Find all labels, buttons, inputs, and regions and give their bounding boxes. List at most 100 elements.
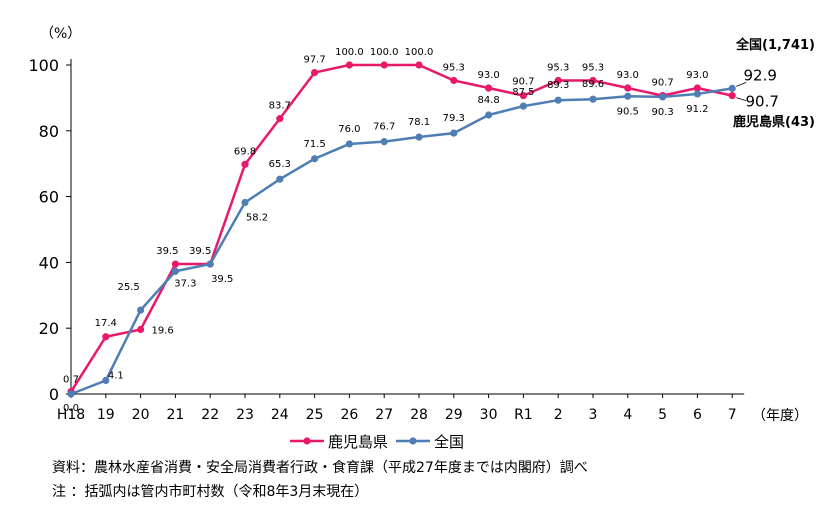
data-point-kagoshima	[311, 68, 319, 77]
x-tick-label: 4	[623, 407, 632, 423]
legend-entry: 鹿児島県	[328, 433, 388, 451]
y-tick-label: 0	[49, 385, 59, 404]
x-tick-label: 7	[728, 407, 737, 423]
data-point-kagoshima	[345, 61, 353, 69]
data-label-national: 78.1	[408, 117, 430, 128]
x-unit-label: （年度）	[752, 408, 808, 424]
x-tick-label: 28	[410, 407, 428, 423]
data-point-kagoshima	[171, 260, 179, 268]
data-label-kagoshima: 100.0	[405, 47, 434, 58]
data-point-national	[485, 111, 493, 119]
leader-line	[736, 97, 747, 101]
y-unit-label: （%）	[40, 26, 81, 42]
data-point-kagoshima	[728, 91, 736, 100]
data-point-national	[659, 93, 667, 101]
data-label-national: 87.5	[512, 87, 534, 98]
data-label-national: 84.8	[477, 95, 499, 106]
data-point-national	[415, 133, 423, 141]
data-labels: 0.7 17.4 19.6 39.5 39.5 69.8 83.7 97.7 100.0 100.…	[63, 47, 779, 414]
data-point-kagoshima	[276, 115, 284, 123]
data-label-national: 92.9	[743, 66, 776, 84]
x-tick-label: 6	[693, 407, 702, 423]
data-point-kagoshima	[450, 76, 458, 85]
data-point-national	[380, 138, 388, 146]
y-tick-label: 80	[39, 122, 59, 141]
data-point-kagoshima	[519, 91, 528, 100]
data-label-national: 71.5	[303, 139, 325, 150]
data-label-kagoshima: 17.4	[95, 318, 117, 329]
data-point-national	[171, 267, 179, 275]
data-point-kagoshima	[624, 84, 632, 92]
x-tick-label: 26	[340, 407, 358, 423]
data-label-national: 4.1	[108, 371, 124, 382]
x-tick-label: 2	[554, 407, 563, 423]
data-label-kagoshima: 90.7	[512, 77, 534, 88]
data-label-kagoshima: 95.3	[547, 62, 569, 73]
data-label-kagoshima: 90.7	[745, 93, 778, 111]
y-tick-label: 20	[39, 319, 59, 338]
data-point-national	[728, 84, 736, 92]
x-tick-label: 27	[375, 407, 393, 423]
x-tick-label: R1	[514, 407, 533, 423]
data-label-national: 90.5	[617, 106, 639, 117]
data-label-kagoshima: 100.0	[370, 47, 399, 58]
data-label-national: 90.3	[651, 107, 673, 118]
data-point-national	[137, 306, 145, 314]
data-point-national	[693, 90, 702, 98]
x-tick-label: 29	[445, 407, 463, 423]
legend-swatch-marker	[409, 437, 417, 445]
data-label-national: 58.2	[246, 213, 268, 224]
data-point-kagoshima	[485, 84, 493, 92]
data-point-national	[311, 155, 319, 163]
data-label-national: 79.3	[443, 113, 465, 124]
data-point-national	[276, 175, 284, 183]
data-point-kagoshima	[415, 61, 423, 69]
footnote: 注 ：括弧内は管内市町村数（令和8年3月末現在）	[52, 484, 369, 500]
x-tick-label: 5	[658, 407, 667, 423]
data-label-kagoshima: 97.7	[303, 55, 325, 66]
data-label-kagoshima: 83.7	[269, 101, 291, 112]
x-tick-label: 19	[97, 407, 115, 423]
data-label-national: 89.6	[582, 79, 604, 90]
data-label-national: 91.2	[686, 104, 708, 115]
data-label-kagoshima: 90.7	[651, 78, 673, 89]
data-point-national	[589, 95, 597, 103]
data-point-national	[519, 102, 528, 110]
x-tick-label: 22	[201, 407, 219, 423]
data-label-kagoshima: 39.5	[189, 246, 211, 257]
series-lines	[67, 61, 736, 398]
data-label-kagoshima: 69.8	[234, 146, 256, 157]
leader-line	[736, 81, 747, 87]
x-tick-label: 25	[306, 407, 324, 423]
x-tick-label: 3	[589, 407, 598, 423]
data-point-kagoshima	[241, 160, 249, 168]
data-point-national	[206, 260, 214, 268]
x-tick-label: 20	[132, 407, 150, 423]
legend: 鹿児島県 全国	[290, 433, 464, 451]
source-note: 資料：農林水産省消費・安全局消費者行政・食育課（平成27年度までは内閣府）調べ	[52, 460, 588, 476]
x-tick-label: 23	[236, 407, 254, 423]
series-line-kagoshima	[69, 63, 733, 393]
y-tick-label: 60	[39, 188, 59, 207]
x-tick-label: H18	[57, 407, 85, 423]
data-point-kagoshima	[380, 61, 388, 69]
data-label-national: 25.5	[117, 282, 139, 293]
data-label-kagoshima: 39.5	[156, 246, 178, 257]
data-label-kagoshima: 19.6	[151, 326, 173, 337]
data-label-kagoshima: 95.3	[582, 62, 604, 73]
data-label-kagoshima: 93.0	[617, 70, 639, 81]
data-point-national	[554, 96, 562, 104]
data-label-national: 76.0	[338, 124, 360, 135]
data-label-national: 65.3	[269, 159, 291, 170]
data-label-national: 39.5	[211, 274, 233, 285]
data-point-national	[102, 376, 110, 385]
data-label-national: 37.3	[174, 278, 196, 289]
data-label-national: 0.0	[63, 403, 79, 414]
data-label-kagoshima: 93.0	[686, 70, 708, 81]
data-label-national: 76.7	[373, 122, 395, 133]
series-end-labels: 全国(1,741) 鹿児島県(43)	[733, 37, 815, 130]
data-label-kagoshima: 93.0	[477, 70, 499, 81]
legend-swatch-marker	[303, 437, 311, 445]
